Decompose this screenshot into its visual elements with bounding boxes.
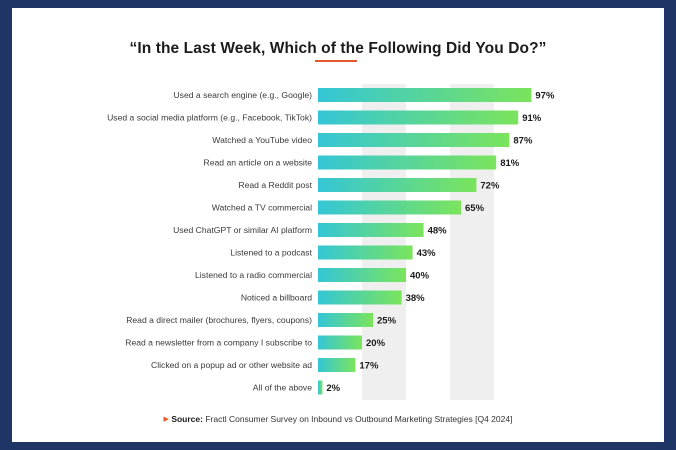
value-label: 17% [359,361,379,372]
value-label: 72% [480,181,500,192]
source-text: Fractl Consumer Survey on Inbound vs Out… [205,414,513,424]
value-label: 25% [377,316,397,327]
category-label: Listened to a radio commercial [195,270,312,280]
chart-card: “In the Last Week, Which of the Followin… [12,8,664,442]
bar [318,268,406,282]
category-label: Read an article on a website [204,158,313,168]
bar-chart: Used a search engine (e.g., Google) 97% Us… [107,84,555,400]
value-label: 43% [417,248,437,259]
value-label: 87% [513,136,533,147]
value-label: 65% [465,203,485,214]
bar [318,133,510,147]
bar [318,223,424,237]
category-label: Used a search engine (e.g., Google) [173,90,312,100]
bar [318,110,519,125]
value-label: 40% [410,271,430,282]
category-label: Clicked on a popup ad or other website a… [151,360,312,370]
category-label: Read a newsletter from a company I subsc… [125,338,312,348]
bar [318,245,413,260]
category-label: Noticed a billboard [241,293,312,303]
bar [318,88,532,102]
value-label: 48% [428,226,448,237]
source-label: Source: [171,414,203,424]
category-label: Watched a YouTube video [212,135,312,145]
value-label: 91% [522,113,542,124]
bar [318,313,373,327]
category-label: Used ChatGPT or similar AI platform [173,225,312,235]
source-note: ▶ Source: Fractl Consumer Survey on Inbo… [12,414,664,424]
value-label: 38% [406,293,426,304]
title-underline [315,60,357,62]
grid-band [362,84,406,400]
bar [318,335,362,350]
bar [318,358,356,372]
bar [318,290,402,305]
bar [318,380,323,395]
category-label: Watched a TV commercial [212,203,312,213]
category-label: Read a direct mailer (brochures, flyers,… [126,315,312,325]
triangle-bullet-icon: ▶ [163,416,169,423]
category-label: Used a social media platform (e.g., Face… [107,113,312,123]
value-label: 20% [366,338,386,349]
category-label: Read a Reddit post [238,180,312,190]
bar [318,200,461,215]
value-label: 81% [500,158,520,169]
value-label: 2% [326,383,340,394]
category-label: Listened to a podcast [230,248,312,258]
category-label: All of the above [253,383,312,393]
grid-band [450,84,494,400]
chart-title: “In the Last Week, Which of the Followin… [129,40,547,57]
bar [318,178,477,192]
bar [318,155,497,170]
value-label: 97% [535,91,555,102]
